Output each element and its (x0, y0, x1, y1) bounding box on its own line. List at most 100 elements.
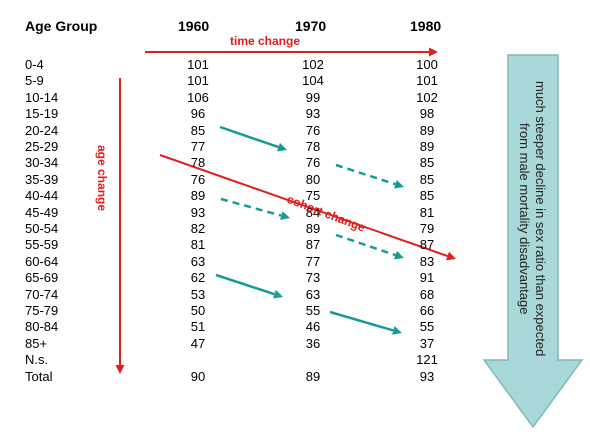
value-1970-cell: 76 (305, 122, 321, 138)
cohort-change-arrow-line (159, 154, 448, 257)
value-1970-cell: 76 (305, 155, 321, 171)
value-1980-cell: 89 (419, 122, 435, 138)
value-1960-cell: 85 (190, 122, 206, 138)
value-1960-cell: 101 (187, 73, 209, 89)
value-1960-cell: 76 (190, 171, 206, 187)
value-1960-cell: 77 (190, 139, 206, 154)
cohort-arrow-2-head (394, 179, 404, 189)
cohort-arrow-5-line (215, 273, 275, 296)
value-1960-cell: 53 (190, 286, 206, 302)
value-1970-cell: 84 (305, 204, 321, 220)
value-1980-cell: 68 (419, 286, 435, 302)
value-1970-cell: 89 (305, 221, 321, 236)
value-1970-cell: 78 (305, 139, 321, 154)
cohort-arrow-6-line (329, 310, 394, 332)
value-1980-cell: 37 (419, 335, 435, 351)
value-1980-cell: 93 (419, 368, 435, 384)
value-1960-cell: 106 (187, 89, 209, 105)
age-group-cell: 70-74 (25, 286, 59, 302)
cohort-arrow-4-head (394, 250, 404, 260)
value-1970-cell: 55 (305, 303, 321, 318)
age-group-cell: 85+ (25, 335, 48, 351)
value-1980-cell: 83 (419, 253, 435, 269)
value-1980-cell: 85 (419, 171, 435, 187)
value-1960-cell: 51 (190, 319, 206, 335)
value-1960-cell: 81 (190, 237, 206, 253)
big-arrow-text: much steeper decline in sex ratio than e… (517, 81, 548, 357)
age-group-cell: Total (25, 368, 53, 384)
value-1970-cell: 102 (302, 57, 324, 72)
age-change-arrow-head (115, 365, 125, 374)
age-group-cell: 0-4 (25, 57, 44, 72)
cohort-arrow-2-line (335, 163, 396, 186)
value-1980-cell: 121 (416, 352, 438, 368)
value-1970-cell: 77 (305, 253, 321, 269)
time-change-label: time change (230, 34, 301, 48)
age-group-cell: 80-84 (25, 319, 59, 335)
cohort-arrow-5-head (273, 289, 283, 299)
value-1970-cell: 99 (305, 89, 321, 105)
age-group-cell: 45-49 (25, 204, 59, 220)
value-1980-cell: 85 (419, 188, 435, 204)
value-1970-cell: 93 (305, 106, 321, 122)
value-1960-cell: 89 (190, 188, 206, 204)
value-1980-cell: 101 (416, 73, 438, 89)
age-group-cell: 75-79 (25, 303, 59, 318)
value-1980-cell: 89 (419, 139, 435, 154)
value-1960-cell: 101 (187, 57, 209, 72)
age-group-cell: 40-44 (25, 188, 59, 204)
age-group-cell: N.s. (25, 352, 49, 368)
cohort-change-arrow-head (446, 251, 456, 261)
value-1980-cell: 91 (419, 270, 435, 286)
time-change-arrow-head (429, 47, 438, 57)
cohort-arrow-1-head (277, 142, 287, 152)
value-1960-cell: 82 (190, 221, 206, 236)
value-1960-cell: 50 (190, 303, 206, 318)
value-1980-cell: 102 (416, 89, 438, 105)
header-age-group: Age Group (25, 18, 98, 34)
value-1970-cell: 80 (305, 171, 321, 187)
cohort-arrow-1-line (219, 125, 279, 149)
value-1960-cell: 78 (190, 155, 206, 171)
value-1960-cell: 63 (190, 253, 206, 269)
value-1960-cell: 96 (190, 106, 206, 122)
age-group-cell: 25-29 (25, 139, 59, 154)
big-down-arrow (482, 54, 584, 429)
value-1980-cell: 79 (419, 221, 435, 236)
cohort-arrow-3-head (280, 211, 290, 220)
header-1970: 1970 (295, 18, 327, 34)
age-group-cell: 35-39 (25, 171, 59, 187)
age-group-cell: 65-69 (25, 270, 59, 286)
value-1980-cell: 98 (419, 106, 435, 122)
value-1980-cell: 87 (419, 237, 435, 253)
value-1980-cell: 66 (419, 303, 435, 318)
value-1960-cell: 47 (190, 335, 206, 351)
value-1960-cell: 62 (190, 270, 206, 286)
header-1960: 1960 (178, 18, 210, 34)
value-1960-cell: 90 (190, 368, 206, 384)
age-group-cell: 10-14 (25, 89, 59, 105)
cohort-arrow-3-line (220, 197, 282, 217)
value-1980-cell: 100 (416, 57, 438, 72)
value-1970-cell: 89 (305, 368, 321, 384)
age-group-cell: 15-19 (25, 106, 59, 122)
value-1980-cell: 85 (419, 155, 435, 171)
value-1970-cell: 36 (305, 335, 321, 351)
value-1970-cell: 46 (305, 319, 321, 335)
value-1970-cell: 73 (305, 270, 321, 286)
value-1980-cell: 81 (419, 204, 435, 220)
value-1970-cell: 104 (302, 73, 324, 89)
age-group-cell: 30-34 (25, 155, 59, 171)
age-group-cell: 55-59 (25, 237, 59, 253)
value-1970-cell: 87 (305, 237, 321, 253)
age-group-cell: 20-24 (25, 122, 59, 138)
header-1980: 1980 (410, 18, 442, 34)
cohort-arrow-4-line (335, 233, 396, 257)
value-1980-cell: 55 (419, 319, 435, 335)
value-1970-cell: 63 (305, 286, 321, 302)
cohort-arrow-6-head (392, 326, 402, 335)
age-change-label: age change (95, 145, 109, 212)
age-group-cell: 60-64 (25, 253, 59, 269)
